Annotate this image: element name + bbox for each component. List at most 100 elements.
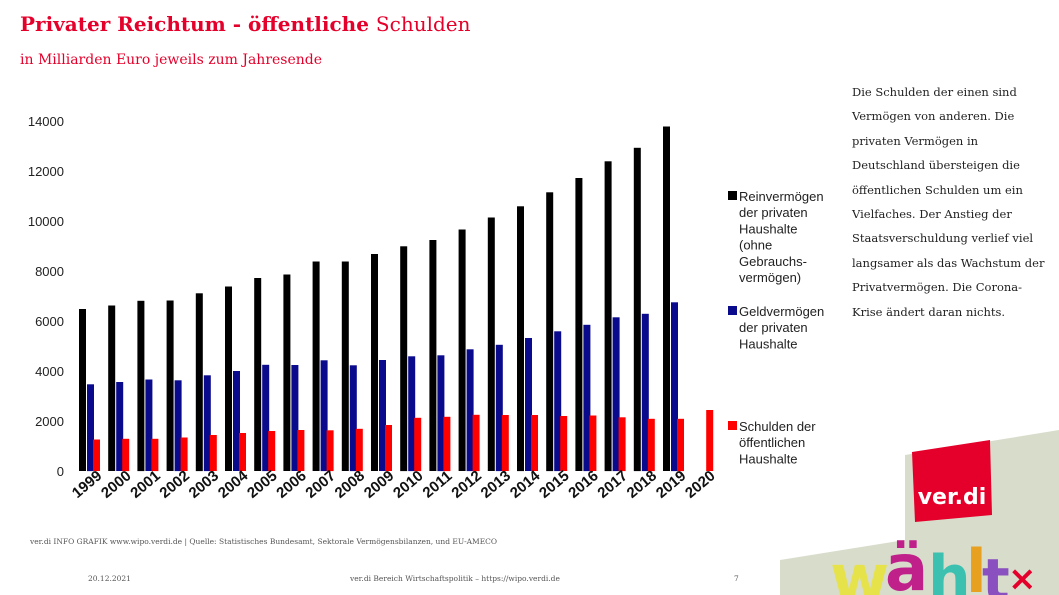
bar-series-2 <box>116 382 124 471</box>
bar-series-3 <box>268 431 276 471</box>
bar-series-3 <box>501 415 509 471</box>
legend-label: der privaten <box>739 205 808 220</box>
bar-series-2 <box>495 344 503 472</box>
bar-series-1 <box>166 300 174 471</box>
x-tick-label: 2014 <box>507 467 544 502</box>
x-tick-label: 2012 <box>448 467 484 501</box>
x-tick-label: 2003 <box>186 467 222 501</box>
bar-series-3 <box>239 433 246 471</box>
legend-label: der privaten <box>739 320 808 335</box>
bar-series-2 <box>408 356 416 472</box>
bar-series-2 <box>174 380 182 472</box>
bar-series-1 <box>79 309 86 471</box>
bar-series-3 <box>122 438 130 472</box>
y-tick-label: 12000 <box>28 164 64 179</box>
bar-series-1 <box>341 261 349 471</box>
logo-text: ver.di <box>918 485 987 510</box>
bar-series-3 <box>677 418 684 472</box>
legend-label: vermögen) <box>739 270 801 285</box>
x-tick-label: 2016 <box>565 467 601 501</box>
y-tick-label: 6000 <box>35 314 64 329</box>
y-tick-label: 10000 <box>28 214 64 229</box>
x-tick-label: 2013 <box>478 467 514 501</box>
x-tick-label: 2001 <box>127 467 163 501</box>
logo-slogan-l: l <box>966 537 987 595</box>
x-tick-label: 2020 <box>682 467 718 501</box>
logo-slogan-w: w <box>830 542 889 595</box>
bar-series-2 <box>641 313 649 472</box>
x-tick-label: 2011 <box>420 468 456 502</box>
source-prefix: ver.di INFO GRAFIK www.wipo.verdi.de <box>30 537 183 546</box>
legend-label: Geldvermögen <box>739 304 824 319</box>
bar-series-1 <box>429 240 437 471</box>
footer-date: 20.12.2021 <box>88 574 131 583</box>
bar-series-3 <box>618 417 626 472</box>
x-tick-label: 2010 <box>390 467 426 501</box>
side-note: Die Schulden der einen sind Vermögen von… <box>852 85 1045 319</box>
bar-series-3 <box>647 418 655 472</box>
bar-series-1 <box>371 254 378 471</box>
bar-series-3 <box>297 430 305 471</box>
bar-series-3 <box>414 417 422 472</box>
source-line: ver.di INFO GRAFIK www.wipo.verdi.de | Q… <box>30 537 497 546</box>
bar-series-1 <box>400 246 408 472</box>
bar-series-1 <box>225 286 232 471</box>
bar-series-2 <box>349 365 357 472</box>
bar-series-1 <box>663 126 670 471</box>
x-tick-label: 2002 <box>156 467 192 501</box>
legend-swatch <box>728 191 737 200</box>
logo-slogan-a: ä <box>885 532 928 595</box>
source-text: | Quelle: Statistisches Bundesamt, Sekto… <box>182 537 498 546</box>
legend-label: Schulden der <box>739 419 816 434</box>
chart-subtitle: in Milliarden Euro jeweils zum Jahresend… <box>20 52 323 68</box>
x-tick-label: 2006 <box>273 467 309 501</box>
x-tick-label: 2004 <box>215 467 252 502</box>
logo-slogan-h: h <box>928 543 971 595</box>
legend-swatch <box>728 421 737 430</box>
bar-series-3 <box>472 414 480 472</box>
bar-series-2 <box>320 360 328 472</box>
legend-label: Gebrauchs- <box>739 254 807 269</box>
bar-series-2 <box>262 364 270 472</box>
x-tick-label: 2015 <box>536 467 572 501</box>
bar-series-1 <box>108 305 116 471</box>
bar-series-1 <box>546 192 554 472</box>
x-tick-label: 2005 <box>244 467 280 501</box>
bar-series-3 <box>209 435 217 471</box>
bar-series-2 <box>87 384 94 472</box>
bar-series-1 <box>487 217 495 471</box>
bar-series-3 <box>93 439 100 471</box>
footer-page-number: 7 <box>734 574 739 583</box>
y-tick-label: 4000 <box>35 364 64 379</box>
legend-swatch <box>728 306 737 315</box>
bar-series-3 <box>151 438 159 472</box>
x-tick-label: 2019 <box>653 467 689 501</box>
bar-series-2 <box>554 331 562 472</box>
bar-series-3 <box>443 416 451 472</box>
bar-series-3 <box>326 430 334 472</box>
x-tick-label: 2017 <box>594 467 630 501</box>
bar-series-1 <box>458 229 466 471</box>
x-tick-label: 2008 <box>332 467 368 501</box>
bar-series-1 <box>312 261 320 471</box>
bar-series-2 <box>466 349 474 472</box>
y-tick-label: 8000 <box>35 264 64 279</box>
x-tick-label: 2000 <box>98 467 134 501</box>
bar-series-3 <box>560 416 568 471</box>
legend-label: öffentlichen <box>739 435 805 450</box>
plot-area: 0200040006000800010000120001400019992000… <box>28 114 719 502</box>
bar-series-2 <box>291 365 299 471</box>
x-tick-label: 2009 <box>361 467 397 501</box>
y-tick-label: 14000 <box>28 114 64 129</box>
bar-series-2 <box>437 355 445 472</box>
bar-series-1 <box>283 274 291 471</box>
bar-series-1 <box>633 147 641 472</box>
x-tick-label: 2018 <box>624 467 660 501</box>
bar-series-2 <box>145 379 153 471</box>
bar-series-3 <box>180 437 188 471</box>
bar-series-2 <box>233 371 240 471</box>
bar-series-2 <box>583 324 591 472</box>
legend-label: Haushalte <box>739 221 798 236</box>
